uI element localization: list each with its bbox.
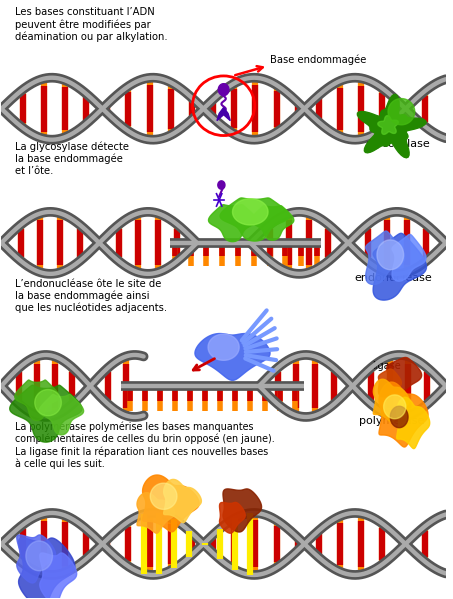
Polygon shape bbox=[388, 99, 414, 125]
Polygon shape bbox=[377, 240, 404, 270]
Polygon shape bbox=[232, 199, 268, 225]
Polygon shape bbox=[378, 116, 398, 134]
Polygon shape bbox=[218, 84, 229, 96]
Polygon shape bbox=[384, 395, 406, 419]
Polygon shape bbox=[150, 483, 177, 509]
Text: Base endommagée: Base endommagée bbox=[270, 55, 366, 65]
Polygon shape bbox=[35, 389, 62, 416]
Polygon shape bbox=[39, 394, 84, 435]
Polygon shape bbox=[217, 107, 230, 120]
Polygon shape bbox=[15, 380, 59, 420]
Text: endonucléase: endonucléase bbox=[355, 273, 433, 283]
Polygon shape bbox=[137, 492, 175, 533]
Text: La polymérase polymérise les bases manquantes
complémentaires de celles du brin : La polymérase polymérise les bases manqu… bbox=[14, 422, 275, 469]
Polygon shape bbox=[220, 503, 245, 533]
Polygon shape bbox=[373, 233, 426, 300]
Text: glycosylase: glycosylase bbox=[366, 138, 431, 149]
Text: La glycosylase détecte
la base endommagée
et l’ôte.: La glycosylase détecte la base endommagé… bbox=[14, 141, 129, 176]
Polygon shape bbox=[378, 369, 401, 397]
Text: L’endonucléase ôte le site de
la base endommagée ainsi
que les nucléotides adjac: L’endonucléase ôte le site de la base en… bbox=[14, 279, 167, 313]
Polygon shape bbox=[195, 334, 270, 380]
Polygon shape bbox=[208, 334, 239, 361]
Polygon shape bbox=[220, 198, 289, 241]
Polygon shape bbox=[164, 479, 202, 523]
Polygon shape bbox=[366, 231, 405, 285]
Polygon shape bbox=[379, 382, 428, 447]
Polygon shape bbox=[143, 475, 199, 532]
Polygon shape bbox=[208, 205, 256, 241]
Polygon shape bbox=[397, 397, 430, 449]
Polygon shape bbox=[357, 95, 426, 158]
Polygon shape bbox=[26, 541, 53, 571]
Polygon shape bbox=[223, 489, 261, 532]
Polygon shape bbox=[251, 205, 294, 240]
Polygon shape bbox=[390, 406, 408, 428]
Polygon shape bbox=[17, 535, 56, 583]
Text: Les bases constituant l’ADN
peuvent être modifiées par
déamination ou par alkyla: Les bases constituant l’ADN peuvent être… bbox=[14, 7, 167, 42]
Polygon shape bbox=[392, 234, 426, 281]
Polygon shape bbox=[40, 553, 77, 599]
Polygon shape bbox=[19, 538, 75, 599]
Text: polymérase: polymérase bbox=[359, 416, 424, 426]
Polygon shape bbox=[10, 385, 82, 442]
Polygon shape bbox=[373, 379, 409, 422]
Text: ligase: ligase bbox=[372, 361, 401, 371]
Polygon shape bbox=[387, 358, 422, 393]
Polygon shape bbox=[218, 181, 225, 189]
